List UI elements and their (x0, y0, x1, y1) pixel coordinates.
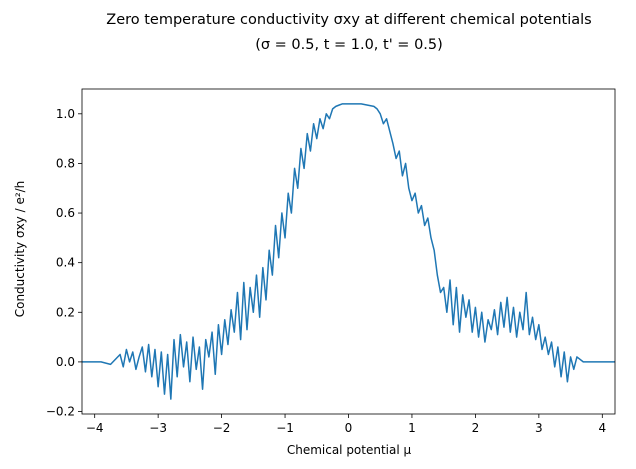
y-tick-label: 0.2 (56, 305, 75, 319)
y-tick-label: 1.0 (56, 107, 75, 121)
x-axis: −4 −3 −2 −1 0 1 2 3 4 (86, 414, 606, 435)
y-tick-label: 0.4 (56, 256, 75, 270)
series-line-0 (82, 103, 615, 400)
x-tick-label: −2 (213, 421, 231, 435)
x-tick-label: −4 (86, 421, 104, 435)
y-tick-label: 0.0 (56, 355, 75, 369)
plot-area (81, 88, 616, 415)
y-axis-label: Conductivity σxy / e²/h (13, 181, 27, 318)
chart-subtitle: (σ = 0.5, t = 1.0, t' = 0.5) (255, 37, 443, 53)
y-axis: −0.2 0.0 0.2 0.4 0.6 0.8 1.0 (46, 107, 82, 419)
x-tick-label: 1 (408, 421, 416, 435)
x-tick-label: 2 (472, 421, 480, 435)
y-tick-label: 0.8 (56, 156, 75, 170)
chart-title: Zero temperature conductivity σxy at dif… (106, 12, 591, 28)
x-tick-label: −3 (149, 421, 167, 435)
y-tick-label: 0.6 (56, 206, 75, 220)
x-tick-label: 3 (535, 421, 543, 435)
x-axis-label: Chemical potential μ (287, 443, 412, 457)
x-tick-label: 0 (345, 421, 353, 435)
x-tick-label: 4 (598, 421, 606, 435)
y-tick-label: −0.2 (46, 405, 75, 419)
x-tick-label: −1 (276, 421, 294, 435)
